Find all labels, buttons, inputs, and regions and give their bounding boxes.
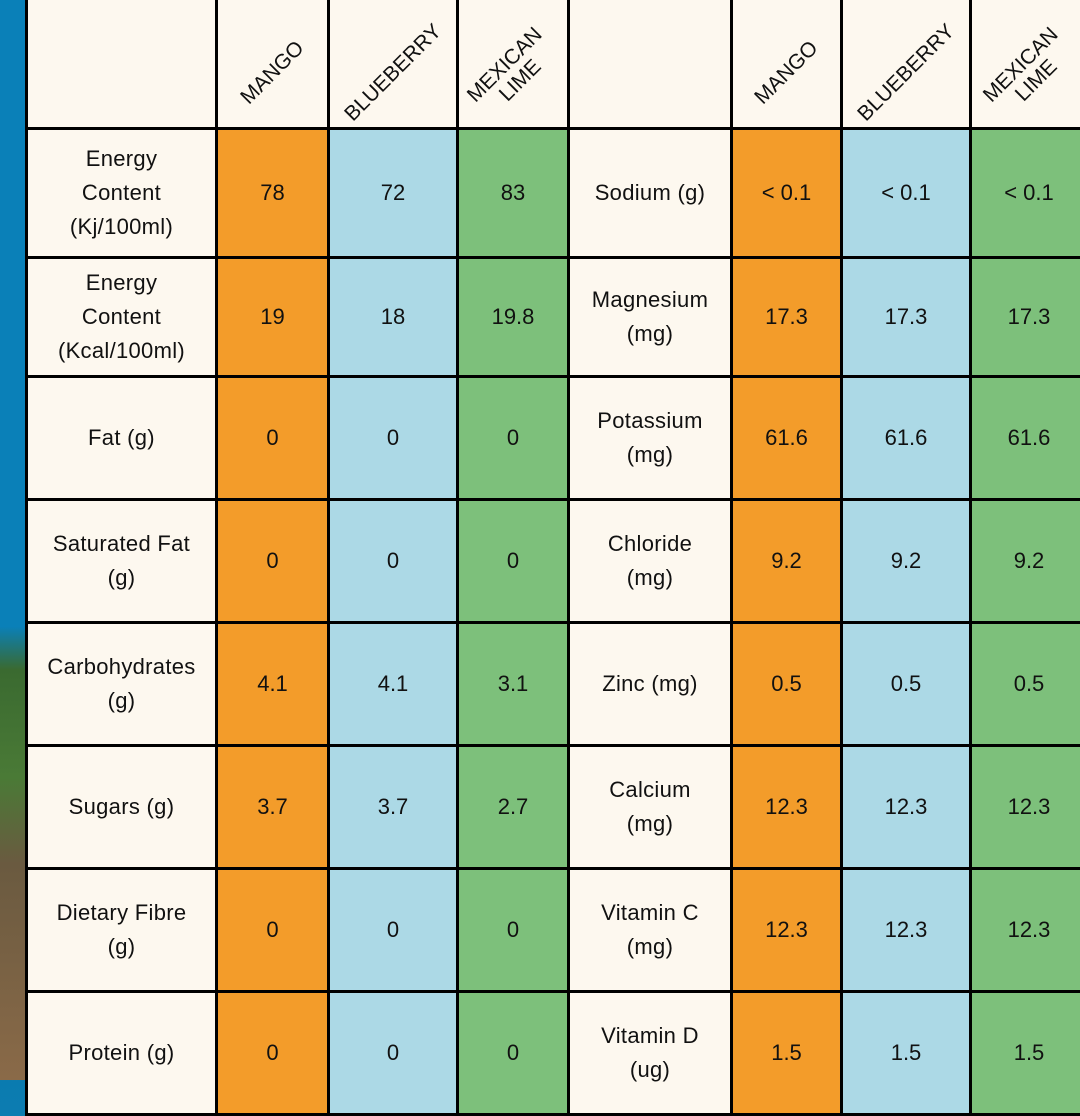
mango-value: 4.1 [218,624,327,744]
mango-value: 0.5 [733,624,840,744]
mexican-lime-value: 17.3 [972,259,1080,375]
nutrient-label: Magnesium (mg) [570,259,730,375]
mexican-lime-value: 3.1 [459,624,567,744]
blueberry-value: 0.5 [843,624,969,744]
mexican-lime-value: 0 [459,378,567,498]
column-header-label: BLUEBERRY [852,19,959,126]
mango-value: 61.6 [733,378,840,498]
column-header-label: MEXICAN LIME [978,22,1063,107]
column-header-label: MANGO [749,35,823,109]
mango-value: 0 [218,870,327,990]
nutrient-label: Vitamin D (ug) [570,993,730,1113]
mango-value: 0 [218,993,327,1113]
mango-value: 12.3 [733,747,840,867]
column-header-blueberry-right: BLUEBERRY [843,0,969,127]
column-header-mango-left: MANGO [218,0,327,127]
blueberry-value: < 0.1 [843,130,969,256]
blueberry-value: 4.1 [330,624,456,744]
nutrient-label: Chloride (mg) [570,501,730,621]
blueberry-value: 0 [330,378,456,498]
nutrient-label: Dietary Fibre (g) [28,870,215,990]
mexican-lime-value: 83 [459,130,567,256]
mango-value: < 0.1 [733,130,840,256]
mexican-lime-value: 19.8 [459,259,567,375]
nutrient-label: Fat (g) [28,378,215,498]
nutrient-label: Calcium (mg) [570,747,730,867]
blueberry-value: 0 [330,870,456,990]
mango-value: 3.7 [218,747,327,867]
mango-value: 0 [218,501,327,621]
blueberry-value: 3.7 [330,747,456,867]
nutrient-label: Sodium (g) [570,130,730,256]
mexican-lime-value: 0 [459,870,567,990]
mexican-lime-value: 0.5 [972,624,1080,744]
column-header-label: BLUEBERRY [339,19,446,126]
nutrient-label: Zinc (mg) [570,624,730,744]
blueberry-value: 0 [330,993,456,1113]
blueberry-value: 1.5 [843,993,969,1113]
mexican-lime-value: < 0.1 [972,130,1080,256]
blueberry-value: 17.3 [843,259,969,375]
mexican-lime-value: 1.5 [972,993,1080,1113]
column-header-blueberry-left: BLUEBERRY [330,0,456,127]
nutrient-label: Potassium (mg) [570,378,730,498]
blueberry-value: 12.3 [843,870,969,990]
mexican-lime-value: 2.7 [459,747,567,867]
column-header-label: MEXICAN LIME [462,22,547,107]
column-header-mexican-lime-right: MEXICAN LIME [972,0,1080,127]
nutrition-table: MANGO BLUEBERRY MEXICAN LIME MANGO BLUEBERRY… [25,0,1080,1116]
mexican-lime-value: 9.2 [972,501,1080,621]
nutrient-label: Energy Content (Kj/100ml) [28,130,215,256]
blueberry-value: 0 [330,501,456,621]
mango-value: 9.2 [733,501,840,621]
blueberry-value: 61.6 [843,378,969,498]
mexican-lime-value: 0 [459,993,567,1113]
mexican-lime-value: 12.3 [972,870,1080,990]
mango-value: 1.5 [733,993,840,1113]
header-blank-cell-left [28,0,215,127]
blueberry-value: 72 [330,130,456,256]
mango-value: 12.3 [733,870,840,990]
blueberry-value: 12.3 [843,747,969,867]
background-photo-left [0,0,26,1080]
blueberry-value: 18 [330,259,456,375]
nutrient-label: Carbohydrates (g) [28,624,215,744]
column-header-label: MANGO [235,35,309,109]
nutrient-label: Saturated Fat (g) [28,501,215,621]
blueberry-value: 9.2 [843,501,969,621]
nutrient-label: Energy Content (Kcal/100ml) [28,259,215,375]
mango-value: 19 [218,259,327,375]
mexican-lime-value: 12.3 [972,747,1080,867]
mango-value: 17.3 [733,259,840,375]
mango-value: 78 [218,130,327,256]
header-blank-cell-right [570,0,730,127]
column-header-mango-right: MANGO [733,0,840,127]
mexican-lime-value: 61.6 [972,378,1080,498]
mexican-lime-value: 0 [459,501,567,621]
nutrient-label: Sugars (g) [28,747,215,867]
nutrient-label: Vitamin C (mg) [570,870,730,990]
mango-value: 0 [218,378,327,498]
column-header-mexican-lime-left: MEXICAN LIME [459,0,567,127]
nutrient-label: Protein (g) [28,993,215,1113]
